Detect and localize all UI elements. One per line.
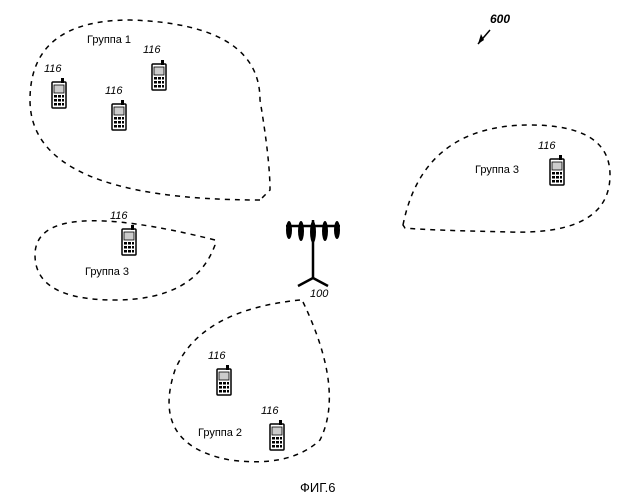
group3-right-blob (403, 125, 610, 232)
phone-label: 116 (208, 350, 226, 362)
phone-icon (50, 78, 68, 108)
base-station-icon (286, 220, 340, 286)
phone-label: 116 (44, 63, 62, 75)
group3-right-label: Группа 3 (475, 164, 519, 176)
phone-label: 116 (105, 85, 123, 97)
phone-label: 116 (538, 140, 556, 152)
diagram-svg (0, 0, 631, 500)
base-station-label: 100 (310, 288, 328, 300)
figure-caption: ФИГ.6 (300, 480, 336, 495)
phone-icon (120, 225, 138, 255)
group2-label: Группа 2 (198, 427, 242, 439)
figure-ref-label: 600 (490, 12, 510, 26)
phone-label: 116 (110, 210, 128, 222)
phone-icon (268, 420, 286, 450)
phone-label: 116 (143, 44, 161, 56)
phone-icon (215, 365, 233, 395)
group1-label: Группа 1 (87, 34, 131, 46)
group2-blob (169, 300, 329, 462)
group3-left-label: Группа 3 (85, 266, 129, 278)
phone-icon (110, 100, 128, 130)
phone-icon (150, 60, 168, 90)
phone-icon (548, 155, 566, 185)
figure-ref-arrow (478, 30, 490, 44)
phone-label: 116 (261, 405, 279, 417)
